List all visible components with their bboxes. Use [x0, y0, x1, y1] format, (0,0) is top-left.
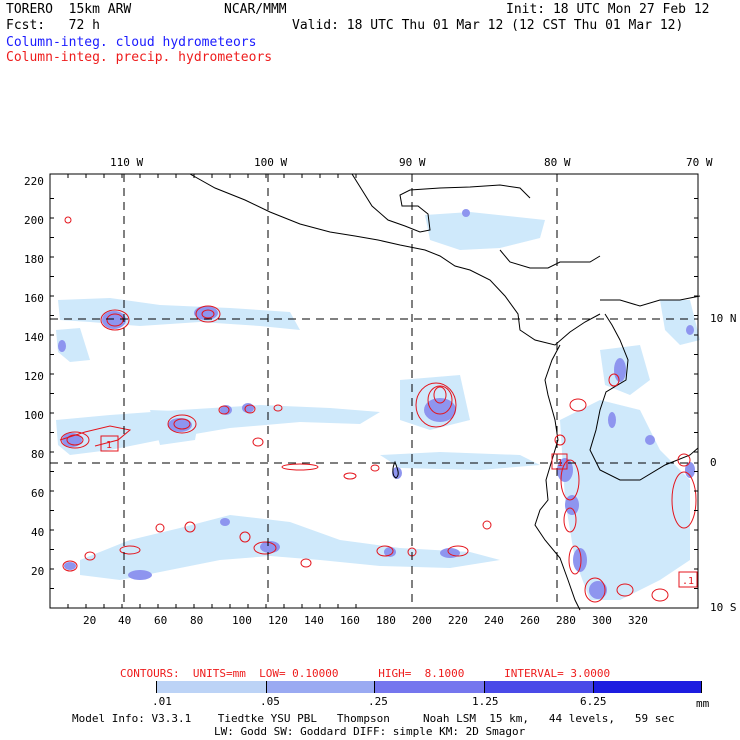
y-tick-label: 60	[31, 487, 45, 500]
y-tick-label: 100	[24, 409, 44, 422]
x-tick-label: 80	[190, 614, 204, 627]
cloud-shading-light	[56, 212, 700, 600]
colorbar-cell	[157, 681, 267, 693]
x-tick-label: 320	[628, 614, 648, 627]
x-tick-label: 220	[448, 614, 468, 627]
lat-label-10s: 10 S	[710, 601, 737, 614]
y-tick-label: 220	[24, 175, 44, 188]
colorbar-tick: .25	[368, 695, 388, 708]
colorbar-cell	[375, 681, 485, 693]
y-tick-label: 120	[24, 370, 44, 383]
colorbar-tick: .01	[152, 695, 172, 708]
x-tick-label: 20	[83, 614, 97, 627]
x-tick-label: 120	[268, 614, 288, 627]
colorbar-cell	[50, 681, 157, 693]
colorbar-tick: .05	[260, 695, 280, 708]
precip-legend: Column-integ. precip. hydrometeors	[6, 50, 273, 65]
x-tick-label: 180	[376, 614, 396, 627]
model-info-line2: LW: Godd SW: Goddard DIFF: simple KM: 2D…	[214, 725, 526, 738]
init-time: Init: 18 UTC Mon 27 Feb 12	[506, 2, 710, 17]
y-tick-label: 180	[24, 253, 44, 266]
plot-frame	[49, 173, 699, 609]
organization-label: NCAR/MMM	[224, 2, 287, 17]
x-tick-label: 300	[592, 614, 612, 627]
x-tick-label: 160	[340, 614, 360, 627]
y-tick-label: 40	[31, 526, 45, 539]
forecast-hour: Fcst: 72 h	[6, 18, 100, 33]
x-tick-label: 100	[232, 614, 252, 627]
lon-label-80w: 80 W	[544, 156, 571, 169]
model-title: TORERO 15km ARW	[6, 2, 132, 17]
lat-lon-grid	[50, 174, 698, 608]
box-label-2: 1	[557, 458, 563, 469]
y-tick-label: 80	[31, 448, 45, 461]
colorbar-cell	[267, 681, 375, 693]
colorbar-cell	[594, 681, 702, 693]
colorbar-unit: mm	[696, 697, 710, 710]
lon-label-70w: 70 W	[686, 156, 713, 169]
cloud-legend: Column-integ. cloud hydrometeors	[6, 35, 257, 50]
model-info-line1: Model Info: V3.3.1 Tiedtke YSU PBL Thomp…	[72, 712, 675, 725]
axis-ticks	[49, 174, 698, 609]
lon-label-100w: 100 W	[254, 156, 288, 169]
y-tick-label: 20	[31, 565, 45, 578]
y-tick-label: 200	[24, 214, 44, 227]
colorbar-cell	[485, 681, 594, 693]
lat-label-0: 0	[710, 456, 717, 469]
x-tick-label: 200	[412, 614, 432, 627]
y-tick-label: 160	[24, 292, 44, 305]
box-label-1: 1	[106, 440, 112, 451]
x-tick-label: 260	[520, 614, 540, 627]
x-tick-label: 240	[484, 614, 504, 627]
x-tick-label: 140	[304, 614, 324, 627]
lat-label-10n: 10 N	[710, 312, 737, 325]
valid-time: Valid: 18 UTC Thu 01 Mar 12 (12 CST Thu …	[292, 18, 684, 33]
lon-label-90w: 90 W	[399, 156, 426, 169]
x-tick-label: 280	[556, 614, 576, 627]
max-boxes	[100, 435, 698, 588]
contour-info: CONTOURS: UNITS=mm LOW= 0.10000 HIGH= 8.…	[120, 667, 611, 680]
coastlines	[189, 173, 701, 611]
x-tick-label: 40	[118, 614, 132, 627]
lon-label-110w: 110 W	[110, 156, 144, 169]
box-label-3: .1	[682, 576, 694, 587]
x-tick-label: 60	[154, 614, 168, 627]
colorbar-tick: 6.25	[580, 695, 607, 708]
cloud-shading-medium	[58, 209, 695, 599]
colorbar-tick: 1.25	[472, 695, 499, 708]
y-tick-label: 140	[24, 331, 44, 344]
